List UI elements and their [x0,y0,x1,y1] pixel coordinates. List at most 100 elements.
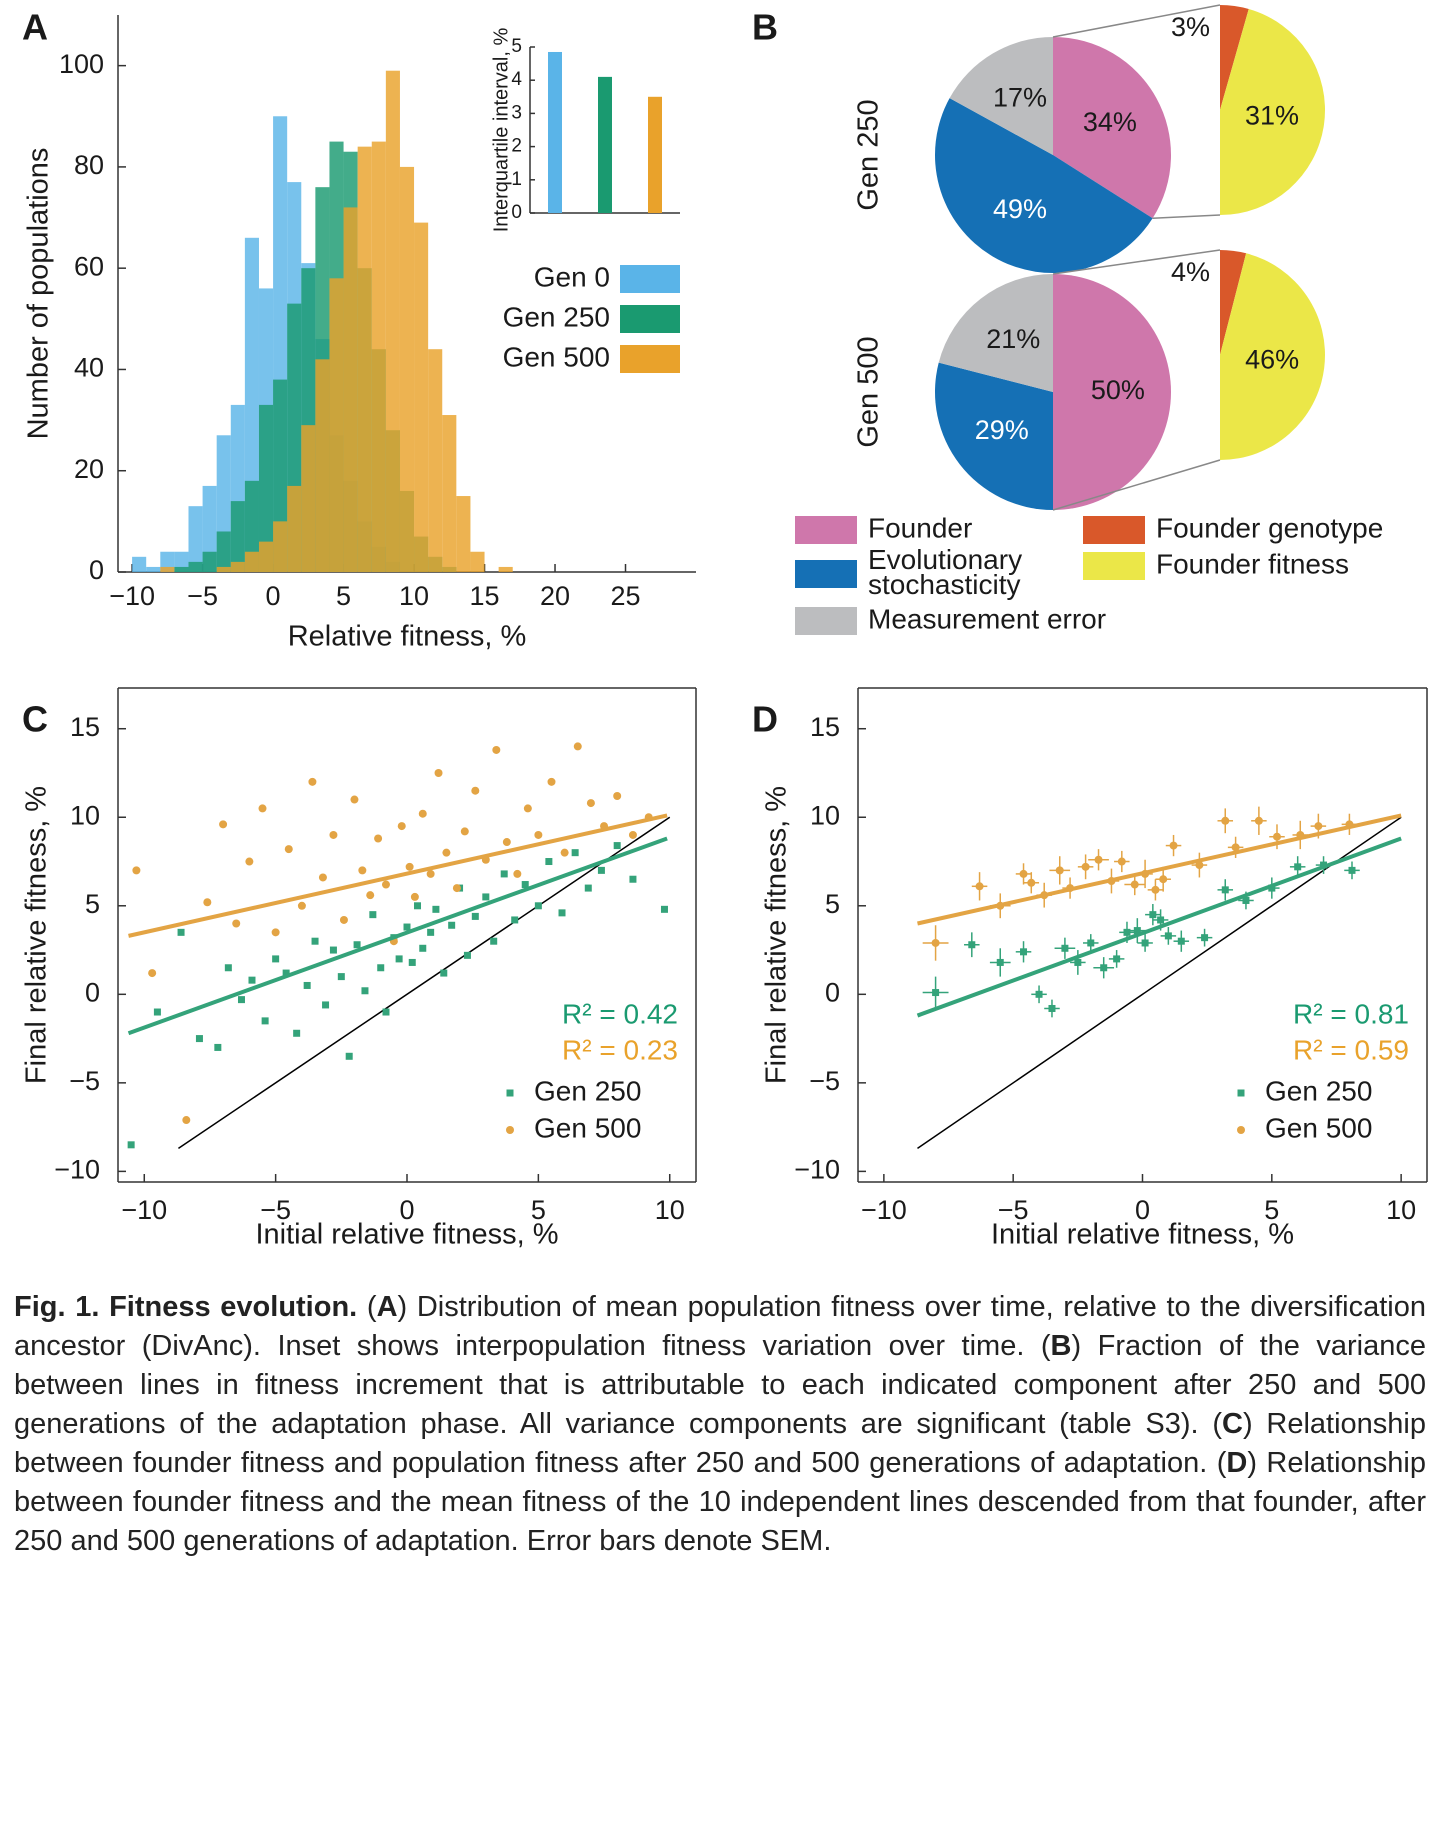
point [1221,816,1230,825]
point [1164,932,1172,940]
x-tick-label: −10 [121,1195,167,1225]
point [932,989,940,997]
point [284,845,293,854]
legend-label: Measurement error [868,603,1106,634]
caption: Fig. 1. Fitness evolution. (A) Distribut… [14,1288,1426,1561]
point [153,1008,161,1016]
point [353,941,361,949]
point [975,882,984,891]
x-tick-label: 0 [266,581,281,611]
x-tick-label: 0 [399,1195,414,1225]
point [358,866,367,875]
histogram-bar [315,359,330,572]
histogram-bar [244,480,259,572]
point [613,792,622,801]
x-tick-label: −5 [187,581,218,611]
annotation: R² = 0.59 [1293,1034,1409,1065]
bar [548,51,562,214]
caption-text: D [1226,1447,1248,1479]
legend-swatch [795,516,857,544]
point [502,838,511,847]
y-tick-label: −5 [69,1066,100,1096]
point [1159,875,1168,884]
point [329,830,338,839]
x-tick-label: 20 [540,581,570,611]
point [339,915,348,924]
point [303,981,311,989]
point [369,911,377,919]
x-axis-label: Relative fitness, % [288,621,527,653]
histogram-bar [414,222,429,573]
point [177,928,185,936]
y-tick-label: 5 [825,889,840,919]
point [434,768,443,777]
point [1087,939,1095,947]
point [426,869,435,878]
histogram-bar [230,561,245,572]
fit-line [127,836,668,1036]
histogram-bar [258,404,274,572]
pie-value-label: 17% [993,82,1047,112]
histogram-bar [343,207,358,572]
histogram-bar [216,531,231,572]
point [534,902,542,910]
pie-title: Gen 250 [853,99,885,210]
point [1195,861,1204,870]
point [1141,939,1149,947]
point [597,866,605,874]
histogram-bar [202,485,217,572]
point [1094,855,1103,864]
pie-slice [935,362,1053,510]
point [261,1017,269,1025]
legend-label: Gen 500 [1265,1112,1372,1143]
point [1157,916,1165,924]
point [219,820,228,829]
point [258,804,267,813]
connector [1152,214,1221,219]
annotation: R² = 0.23 [562,1034,678,1065]
pie-slice [949,36,1053,156]
point [1081,862,1090,871]
y-tick-label: 10 [70,800,100,830]
histogram-bar [160,566,175,572]
point [584,884,592,892]
point [293,1029,301,1037]
point [408,958,416,966]
point [337,973,345,981]
legend-swatch [620,265,680,293]
point [361,987,369,995]
point [1048,1004,1056,1012]
y-tick-label: 15 [810,712,840,742]
point [534,830,543,839]
point [418,809,427,818]
point [521,881,529,889]
breakdown-slice [1220,9,1325,216]
point [232,919,241,928]
point [382,1008,390,1016]
y-tick-label: 60 [74,251,104,281]
point [628,830,637,839]
y-axis-label: Final relative fitness, % [21,786,53,1084]
histogram-bar [132,556,147,572]
point [311,937,319,945]
point [1130,880,1139,889]
panel-letter: C [22,699,48,740]
pie-title: Gen 500 [853,336,885,447]
x-tick-label: 5 [531,1195,546,1225]
fit-line [917,813,1402,926]
point [350,795,359,804]
histogram-bar [329,278,344,572]
panel-letter: A [22,7,48,48]
point [366,891,375,900]
point [132,866,141,875]
histogram-bar [301,425,316,572]
point [629,875,637,883]
caption-text: B [1050,1330,1072,1362]
histogram-bar [287,485,302,572]
legend-marker [506,1089,514,1097]
point [1117,857,1126,866]
caption-text: ( [357,1291,377,1323]
point [1133,927,1141,935]
point [968,941,976,949]
legend-swatch [795,560,857,588]
